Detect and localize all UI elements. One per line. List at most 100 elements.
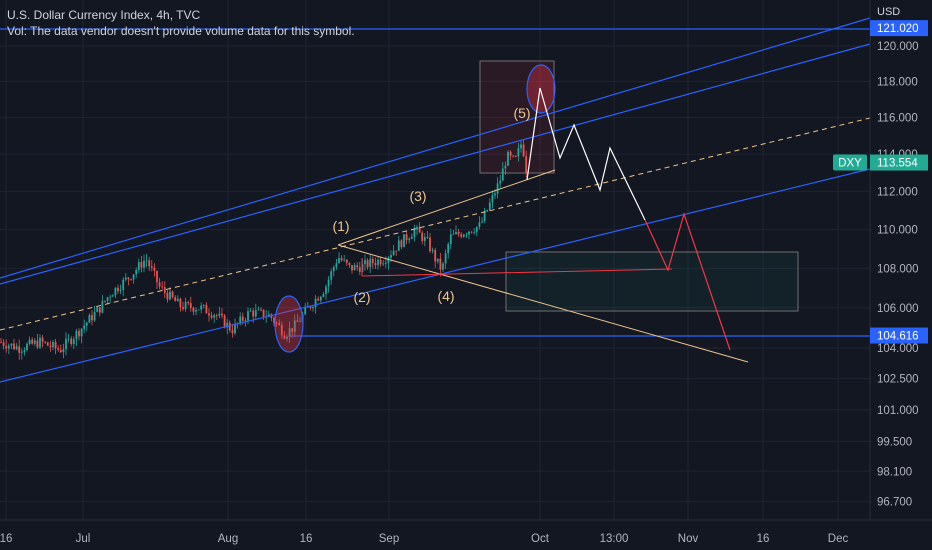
x-tick-label: Jul [76,533,91,545]
y-tick-label: 120.000 [877,41,919,53]
candle-body [343,259,346,261]
candle-body [85,322,88,326]
candle-body [106,297,109,301]
candle-body [452,234,455,235]
candles [0,139,528,360]
candle-body [468,231,470,235]
candle-body [148,260,151,267]
candle-body [228,322,231,331]
candle-body [332,267,335,272]
candle-body [473,232,476,234]
candle-body [319,296,322,301]
candle-body [408,238,411,241]
candle-body [273,317,275,323]
candle-body [254,310,257,317]
wave-label: (2) [353,289,370,305]
candle-body [197,309,200,311]
candle-body [293,320,296,332]
candle-body [241,316,244,321]
candle-body [356,265,359,268]
projection-white [526,87,646,221]
candle-body [423,237,426,242]
grid-lines [0,0,870,520]
candle-body [413,229,416,237]
price-badge [870,327,928,344]
candle-body [280,325,283,336]
candle-body [127,277,130,280]
candle-body [59,349,62,353]
candle-body [351,265,353,271]
symbol-title: U.S. Dollar Currency Index, 4h, TVC [7,8,201,22]
candle-body [330,271,333,280]
candle-body [234,323,236,334]
wedge-upper [337,169,556,246]
candle-body [465,234,468,236]
candle-body [338,258,340,264]
candle-body [161,286,164,288]
candle-body [488,202,491,210]
candle-body [374,263,377,266]
candle-body [340,258,343,261]
candle-body [111,295,114,297]
x-tick-label: 16 [757,533,770,545]
symbol-badge-label: DXY [838,158,862,170]
candle-body [104,300,106,302]
candle-body [187,301,190,304]
candle-body [171,291,174,298]
y-tick-label: 108.000 [877,263,919,275]
candle-body [109,296,112,298]
candle-body [486,209,489,212]
candle-body [369,258,372,268]
price-axis[interactable]: USD120.000118.000116.000114.000112.00011… [869,0,919,520]
candle-body [114,287,117,296]
candle-body [405,234,408,241]
candle-body [387,257,390,264]
y-tick-label: 102.500 [877,374,919,386]
candle-body [286,336,288,339]
candle-body [226,322,229,328]
candle-body [215,315,218,316]
candle-body [80,328,83,337]
candle-body [39,337,41,348]
x-tick-label: Dec [828,533,849,545]
candle-body [353,265,356,271]
candle-body [174,297,177,302]
candle-body [44,341,47,343]
candle-body [26,343,28,351]
candle-body [444,253,447,264]
candle-body [189,303,192,308]
volume-note: Vol: The data vendor doesn't provide vol… [7,24,355,38]
candle-body [72,339,75,344]
y-tick-label: 118.000 [877,76,918,88]
candle-body [52,342,54,348]
candle-body [470,231,473,233]
candle-body [137,262,140,271]
candle-body [176,298,179,302]
candle-body [202,304,205,306]
channel-upper-outer [0,17,871,279]
candle-body [75,330,78,340]
candle-body [124,277,127,280]
candle-body [501,168,504,181]
projection-red [644,211,731,351]
price-badges: 121.020 DXY 113.554 104.616 [833,20,928,344]
candle-body [231,330,234,334]
x-tick-label: Aug [218,533,238,545]
support-line-red [361,268,673,277]
candle-body [195,310,197,312]
candle-body [70,338,73,344]
candle-body [267,314,270,317]
candle-body [431,249,434,251]
target-zone-rect [505,251,799,312]
candle-body [93,311,96,321]
time-axis[interactable]: 16 Jul Aug 16 Sep Oct 13:00 Nov 16 Dec [0,519,932,545]
y-tick-label: 98.100 [877,466,912,478]
candle-body [410,236,413,239]
candle-body [135,270,138,275]
candle-body [436,258,439,262]
x-tick-label: 16 [0,533,12,545]
candle-body [153,267,156,271]
candle-body [291,328,294,332]
low-ellipse [274,295,304,353]
